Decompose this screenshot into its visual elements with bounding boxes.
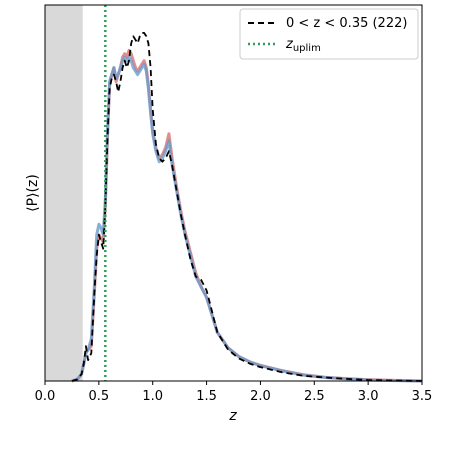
x-tick-label: 3.5 [412,389,433,404]
legend: 0 < z < 0.35 (222) zuplim [239,8,419,60]
legend-label-uplim-main: z [285,37,294,52]
legend-label-uplim-sub: uplim [293,43,321,54]
x-tick-label: 2.0 [250,389,271,404]
series-line-3 [71,55,423,383]
x-tick-label: 2.5 [304,389,325,404]
x-tick-label: 0.0 [35,389,56,404]
shaded-region [45,5,83,381]
series-line-1 [71,32,423,382]
legend-box [239,8,419,60]
x-tick-label: 3.0 [358,389,379,404]
x-tick-label: 1.5 [196,389,217,404]
y-axis-label: ⟨P⟩(z) [25,174,41,212]
plot-area [45,5,422,381]
plot-frame [44,4,423,382]
legend-label-uplim: zuplim [285,37,321,54]
x-tick-label: 0.5 [89,389,110,404]
x-tick-label: 1.0 [142,389,163,404]
legend-label-series-1: 0 < z < 0.35 (222) [286,16,407,31]
x-axis-label: z [228,408,237,424]
